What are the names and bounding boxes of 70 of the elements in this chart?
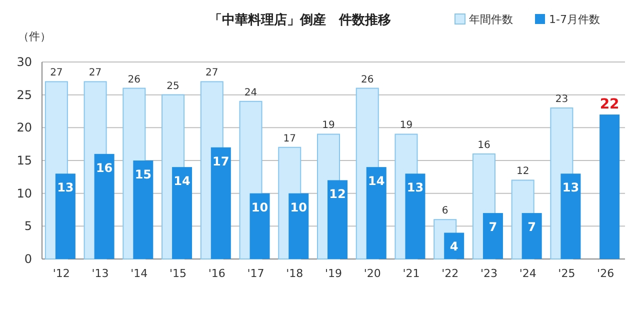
bar [444, 232, 464, 259]
bar [522, 213, 542, 259]
x-tick-label: '21 [402, 267, 420, 280]
data-label: 27 [50, 68, 63, 79]
x-tick-label: '26 [597, 267, 614, 280]
y-tick-label: 5 [24, 219, 32, 234]
data-label: 17 [283, 133, 296, 144]
bar [328, 180, 348, 259]
annotation: 22 [600, 96, 620, 113]
y-tick-label: 15 [16, 154, 32, 168]
bar [172, 167, 192, 259]
bar [482, 213, 503, 259]
y-tick-label: 20 [16, 120, 32, 135]
data-label: 17 [212, 154, 230, 168]
data-label: 26 [128, 74, 141, 86]
data-label: 25 [166, 80, 180, 92]
y-tick-label: 10 [16, 186, 32, 200]
x-tick-label: '13 [92, 267, 109, 280]
data-label: 27 [88, 68, 102, 79]
bar [405, 174, 426, 259]
y-tick-label: 25 [16, 88, 32, 102]
legend-label: 1-7月件数 [549, 13, 600, 26]
data-label: 4 [450, 240, 458, 254]
data-label: 27 [206, 68, 218, 79]
data-label: 12 [516, 166, 530, 178]
chart-title: 「中華料理店」倒産 件数推移 [209, 12, 391, 28]
x-tick-label: '16 [208, 267, 226, 280]
data-label: 14 [368, 174, 385, 188]
x-tick-label: '23 [480, 267, 498, 280]
bar [94, 154, 114, 259]
data-label: 12 [329, 187, 346, 202]
data-label: 23 [555, 94, 568, 105]
data-label: 6 [442, 206, 448, 217]
x-tick-label: '15 [170, 267, 187, 280]
data-label: 19 [322, 120, 335, 132]
x-tick-label: '18 [286, 267, 304, 280]
data-label: 15 [134, 168, 152, 182]
x-tick-label: '12 [52, 267, 70, 280]
data-label: 7 [528, 220, 536, 234]
bar [55, 174, 76, 259]
data-label: 10 [290, 200, 307, 214]
bar [288, 193, 309, 259]
x-tick-label: '14 [130, 267, 148, 280]
x-tick-label: '24 [519, 267, 536, 280]
data-label: 13 [406, 180, 424, 195]
bar [250, 193, 270, 259]
data-label: 24 [244, 87, 258, 98]
y-tick-label: 0 [24, 252, 32, 266]
data-label: 16 [96, 160, 113, 175]
data-label: 13 [562, 180, 580, 195]
x-tick-label: '20 [364, 267, 381, 280]
bar [600, 114, 620, 259]
bar [210, 147, 231, 259]
bar [560, 174, 581, 259]
bar [366, 167, 386, 259]
y-tick-label: 30 [16, 55, 32, 69]
y-axis-title: （件） [18, 30, 51, 43]
data-label: 19 [400, 120, 413, 132]
legend-label: 年間件数 [469, 13, 513, 26]
x-tick-label: '25 [558, 267, 576, 280]
data-label: 26 [361, 74, 374, 86]
bar [133, 160, 154, 259]
data-label: 10 [251, 200, 268, 214]
x-tick-label: '19 [324, 267, 342, 280]
data-label: 16 [478, 140, 490, 151]
data-label: 14 [174, 174, 190, 188]
data-label: 7 [488, 220, 498, 234]
x-tick-label: '22 [442, 267, 459, 280]
data-label: 13 [57, 180, 74, 195]
x-tick-label: '17 [247, 267, 264, 280]
